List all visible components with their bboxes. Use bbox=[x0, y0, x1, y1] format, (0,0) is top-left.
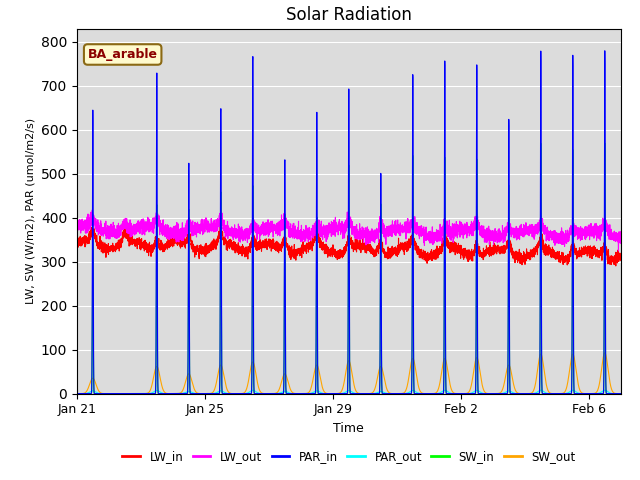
SW_out bbox=[401, 388, 409, 394]
PAR_in bbox=[617, 391, 625, 396]
SW_out bbox=[407, 360, 415, 366]
X-axis label: Time: Time bbox=[333, 422, 364, 435]
SW_out bbox=[461, 391, 469, 396]
SW_out bbox=[73, 391, 81, 396]
Line: LW_out: LW_out bbox=[77, 210, 621, 251]
PAR_out bbox=[461, 391, 469, 396]
LW_out bbox=[407, 216, 415, 222]
PAR_out bbox=[73, 391, 81, 396]
Line: PAR_out: PAR_out bbox=[77, 390, 621, 394]
SW_out bbox=[121, 391, 129, 396]
SW_out bbox=[160, 388, 168, 394]
PAR_in bbox=[601, 48, 609, 54]
Line: LW_in: LW_in bbox=[77, 226, 621, 266]
PAR_out bbox=[407, 388, 415, 394]
LW_in bbox=[73, 239, 81, 244]
PAR_out bbox=[401, 391, 409, 396]
PAR_in bbox=[461, 391, 469, 396]
Text: BA_arable: BA_arable bbox=[88, 48, 157, 61]
LW_in bbox=[461, 251, 469, 257]
LW_in bbox=[617, 254, 625, 260]
LW_out bbox=[88, 207, 96, 213]
Title: Solar Radiation: Solar Radiation bbox=[286, 6, 412, 24]
SW_in bbox=[601, 140, 609, 146]
SW_in bbox=[407, 391, 415, 396]
LW_out bbox=[617, 234, 625, 240]
LW_in bbox=[186, 234, 194, 240]
LW_out bbox=[461, 229, 469, 235]
LW_out bbox=[160, 222, 168, 228]
PAR_out bbox=[601, 387, 609, 393]
PAR_in bbox=[122, 391, 130, 396]
SW_in bbox=[617, 391, 625, 396]
LW_out bbox=[123, 223, 131, 229]
SW_out bbox=[123, 391, 131, 396]
SW_in bbox=[73, 391, 81, 396]
LW_out bbox=[73, 229, 81, 235]
PAR_in bbox=[73, 391, 81, 396]
LW_in bbox=[612, 263, 620, 269]
PAR_out bbox=[160, 391, 168, 396]
SW_in bbox=[401, 391, 409, 396]
LW_in bbox=[159, 244, 167, 250]
LW_out bbox=[186, 228, 194, 234]
Y-axis label: LW, SW (W/m2), PAR (umol/m2/s): LW, SW (W/m2), PAR (umol/m2/s) bbox=[25, 118, 35, 304]
SW_out bbox=[186, 373, 194, 379]
Line: PAR_in: PAR_in bbox=[77, 51, 621, 394]
LW_in bbox=[407, 234, 415, 240]
PAR_out bbox=[186, 389, 194, 395]
SW_out bbox=[617, 391, 625, 396]
LW_out bbox=[614, 248, 622, 254]
PAR_in bbox=[186, 390, 194, 396]
SW_out bbox=[601, 350, 609, 356]
PAR_out bbox=[121, 391, 129, 396]
SW_in bbox=[461, 391, 469, 396]
PAR_in bbox=[401, 391, 409, 396]
PAR_out bbox=[123, 391, 131, 396]
PAR_out bbox=[617, 391, 625, 396]
LW_in bbox=[401, 241, 409, 247]
SW_in bbox=[186, 390, 194, 396]
LW_in bbox=[216, 223, 224, 229]
LW_in bbox=[122, 230, 130, 236]
Legend: LW_in, LW_out, PAR_in, PAR_out, SW_in, SW_out: LW_in, LW_out, PAR_in, PAR_out, SW_in, S… bbox=[118, 445, 580, 468]
SW_in bbox=[159, 391, 167, 396]
LW_out bbox=[401, 225, 409, 230]
Line: SW_in: SW_in bbox=[77, 143, 621, 394]
Line: SW_out: SW_out bbox=[77, 353, 621, 394]
PAR_in bbox=[407, 391, 415, 396]
SW_in bbox=[122, 391, 130, 396]
PAR_in bbox=[159, 391, 167, 396]
